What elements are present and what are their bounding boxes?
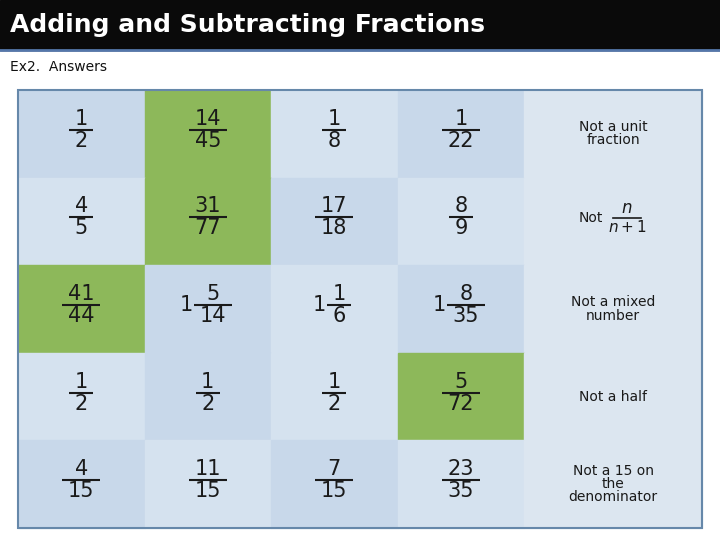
Bar <box>271 353 397 441</box>
Text: 8: 8 <box>328 131 341 151</box>
Bar <box>145 90 271 178</box>
Text: 1: 1 <box>313 295 326 315</box>
Text: Not: Not <box>579 211 603 225</box>
Bar <box>524 178 702 265</box>
Text: 4: 4 <box>75 459 88 479</box>
Text: 7: 7 <box>328 459 341 479</box>
Text: 2: 2 <box>75 131 88 151</box>
Text: 77: 77 <box>194 218 221 238</box>
Text: 1: 1 <box>179 295 192 315</box>
Text: 8: 8 <box>454 197 467 217</box>
Text: 22: 22 <box>448 131 474 151</box>
Bar <box>145 441 271 528</box>
Bar <box>145 353 271 441</box>
Text: 8: 8 <box>459 284 472 304</box>
Bar <box>524 353 702 441</box>
Text: 5: 5 <box>75 218 88 238</box>
Text: 35: 35 <box>452 306 479 326</box>
Text: 1: 1 <box>328 372 341 392</box>
Text: number: number <box>586 308 640 322</box>
Text: 14: 14 <box>199 306 226 326</box>
Bar <box>397 265 524 353</box>
Text: 45: 45 <box>194 131 221 151</box>
Bar <box>524 90 702 178</box>
Text: the: the <box>602 477 624 491</box>
Text: 31: 31 <box>194 197 221 217</box>
Text: 5: 5 <box>206 284 220 304</box>
Text: 15: 15 <box>321 481 348 501</box>
Text: 11: 11 <box>194 459 221 479</box>
Text: Not a unit: Not a unit <box>579 120 647 134</box>
Text: 1: 1 <box>433 295 446 315</box>
Bar <box>18 178 145 265</box>
Text: denominator: denominator <box>569 490 657 504</box>
Bar <box>524 265 702 353</box>
Text: 23: 23 <box>448 459 474 479</box>
Text: 41: 41 <box>68 284 94 304</box>
Bar <box>397 90 524 178</box>
Text: 1: 1 <box>75 109 88 129</box>
Text: 9: 9 <box>454 218 467 238</box>
Text: 1: 1 <box>328 109 341 129</box>
Bar <box>271 265 397 353</box>
Text: 15: 15 <box>194 481 221 501</box>
Text: Ex2.  Answers: Ex2. Answers <box>10 60 107 74</box>
Text: $n$: $n$ <box>621 199 633 218</box>
Text: 1: 1 <box>201 372 215 392</box>
Bar <box>18 265 145 353</box>
Text: 5: 5 <box>454 372 467 392</box>
Text: 2: 2 <box>201 394 215 414</box>
Text: 18: 18 <box>321 218 348 238</box>
Text: 1: 1 <box>454 109 467 129</box>
Text: fraction: fraction <box>586 133 640 147</box>
Bar <box>397 441 524 528</box>
Bar <box>397 178 524 265</box>
Text: 2: 2 <box>75 394 88 414</box>
Text: Not a 15 on: Not a 15 on <box>572 464 654 478</box>
Text: 1: 1 <box>333 284 346 304</box>
Bar <box>145 178 271 265</box>
Bar <box>0 0 720 50</box>
Bar <box>18 90 145 178</box>
Bar <box>18 353 145 441</box>
Text: 1: 1 <box>75 372 88 392</box>
Text: 44: 44 <box>68 306 94 326</box>
Text: 2: 2 <box>328 394 341 414</box>
Text: 6: 6 <box>333 306 346 326</box>
Text: 4: 4 <box>75 197 88 217</box>
Bar <box>145 265 271 353</box>
Text: 14: 14 <box>194 109 221 129</box>
Text: Adding and Subtracting Fractions: Adding and Subtracting Fractions <box>10 13 485 37</box>
Bar <box>18 441 145 528</box>
Text: Not a half: Not a half <box>579 389 647 403</box>
Text: 72: 72 <box>448 394 474 414</box>
Bar <box>18 90 702 528</box>
Text: 15: 15 <box>68 481 94 501</box>
Text: Not a mixed: Not a mixed <box>571 295 655 309</box>
Bar <box>271 441 397 528</box>
Text: $n+1$: $n+1$ <box>608 219 647 235</box>
Bar <box>271 178 397 265</box>
Bar <box>397 353 524 441</box>
Bar <box>271 90 397 178</box>
Bar <box>524 441 702 528</box>
Text: 35: 35 <box>448 481 474 501</box>
Text: 17: 17 <box>321 197 348 217</box>
